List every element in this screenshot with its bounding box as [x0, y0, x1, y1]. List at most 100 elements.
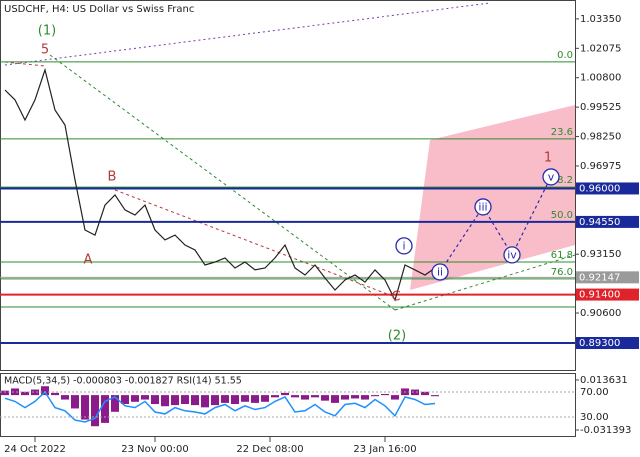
- fib-label: 76.0: [551, 267, 573, 278]
- macd-bar: [101, 395, 109, 423]
- level-box: [576, 271, 639, 284]
- macd-bar: [361, 395, 369, 400]
- macd-bar: [431, 395, 439, 397]
- y-tick-label: 0.90600: [580, 308, 621, 319]
- macd-bar: [221, 395, 229, 403]
- macd-bar: [321, 395, 329, 401]
- macd-bar: [231, 395, 239, 404]
- wave-label: C: [391, 290, 400, 305]
- fib-label: 38.2: [551, 175, 573, 186]
- fib-label: 23.6: [551, 127, 573, 138]
- macd-bar: [21, 391, 29, 396]
- level-label: 0.91400: [579, 290, 620, 301]
- y-tick-label: 1.00800: [580, 73, 621, 84]
- macd-bar: [281, 392, 289, 396]
- wave-circle-label: i: [402, 239, 405, 252]
- wave-circle-label: iii: [478, 200, 487, 213]
- rsi-line: [4, 390, 436, 423]
- macd-bar: [111, 395, 119, 412]
- x-tick-label: 24 Oct 2022: [4, 444, 66, 455]
- fib-label: 61.8: [551, 250, 573, 261]
- y-tick-label: 1.02075: [580, 43, 621, 54]
- macd-bar: [191, 395, 199, 406]
- trend-line: [114, 189, 396, 298]
- macd-bar: [331, 395, 339, 403]
- macd-bar: [421, 391, 429, 396]
- indicator-frame: [0, 373, 576, 437]
- x-tick-label: 23 Nov 00:00: [121, 444, 188, 455]
- macd-bar: [51, 392, 59, 396]
- macd-bar: [301, 395, 309, 400]
- macd-bar: [181, 395, 189, 404]
- wave-circle-label: ii: [437, 265, 443, 278]
- macd-bar: [391, 395, 399, 400]
- forecast-channel: [410, 105, 575, 290]
- macd-bar: [81, 395, 89, 420]
- level-box: [576, 337, 639, 350]
- macd-bar: [371, 395, 379, 397]
- x-tick-label: 23 Jan 16:00: [353, 444, 416, 455]
- macd-bar: [311, 395, 319, 398]
- trend-line: [394, 254, 576, 311]
- macd-bar: [381, 394, 389, 396]
- level-label: 0.92147: [579, 272, 620, 283]
- rsi-tick-label: 30.00: [580, 412, 609, 423]
- indicator-title: MACD(5,34,5) -0.000803 -0.001827 RSI(14)…: [4, 376, 242, 387]
- price-line: [4, 67, 436, 302]
- level-label: 0.94550: [579, 217, 620, 228]
- chart-title: USDCHF, H4: US Dollar vs Swiss Franc: [4, 4, 194, 15]
- rsi-tick-label: 70.00: [580, 387, 609, 398]
- macd-bar: [161, 395, 169, 407]
- macd-bar: [411, 389, 419, 396]
- macd-bar: [201, 395, 209, 408]
- trend-line: [4, 61, 46, 67]
- wave-circle: [431, 263, 449, 281]
- y-tick-label: 0.96975: [580, 161, 621, 172]
- y-tick-label: 0.93150: [580, 249, 621, 260]
- fib-label: 50.0: [551, 210, 573, 221]
- macd-bar: [1, 390, 9, 396]
- macd-bar: [41, 386, 49, 396]
- fib-label: 0.0: [557, 50, 573, 61]
- level-label: 0.89300: [579, 338, 620, 349]
- macd-tick-label: -0.031393: [580, 425, 631, 436]
- macd-bar: [11, 388, 19, 396]
- macd-bar: [251, 395, 259, 403]
- wave-circle-label: v: [548, 170, 555, 183]
- macd-bar: [91, 395, 99, 427]
- y-tick-label: 0.99525: [580, 102, 621, 113]
- y-tick-label: 1.03350: [580, 14, 621, 25]
- wave-circle-label: iv: [507, 248, 517, 261]
- level-box: [576, 182, 639, 195]
- macd-bar: [61, 395, 69, 400]
- macd-bar: [171, 395, 179, 406]
- macd-bar: [341, 395, 349, 400]
- wave-label: 5: [41, 42, 49, 57]
- y-tick-label: 0.98250: [580, 132, 621, 143]
- plot-frame: [0, 0, 576, 371]
- wave-label: 1: [544, 151, 552, 166]
- wave-label: B: [108, 169, 117, 184]
- wave-label: (1): [38, 23, 56, 38]
- macd-bar: [131, 395, 139, 402]
- macd-bar: [351, 395, 359, 399]
- macd-bar: [211, 395, 219, 406]
- level-label: 0.96000: [579, 183, 620, 194]
- macd-bar: [291, 395, 299, 398]
- macd-bar: [151, 395, 159, 404]
- macd-bar: [241, 395, 249, 402]
- wave-circle: [503, 246, 521, 264]
- level-box: [576, 288, 639, 301]
- wave-circle: [542, 168, 560, 186]
- level-box: [576, 215, 639, 228]
- macd-bar: [71, 395, 79, 409]
- wave-label: A: [84, 252, 93, 267]
- trend-line: [4, 2, 491, 66]
- wave-circle: [474, 198, 492, 216]
- x-tick-label: 22 Dec 08:00: [236, 444, 303, 455]
- macd-bar: [141, 395, 149, 400]
- macd-bar: [271, 395, 279, 398]
- macd-bar: [121, 395, 129, 404]
- wave-circle: [395, 237, 413, 255]
